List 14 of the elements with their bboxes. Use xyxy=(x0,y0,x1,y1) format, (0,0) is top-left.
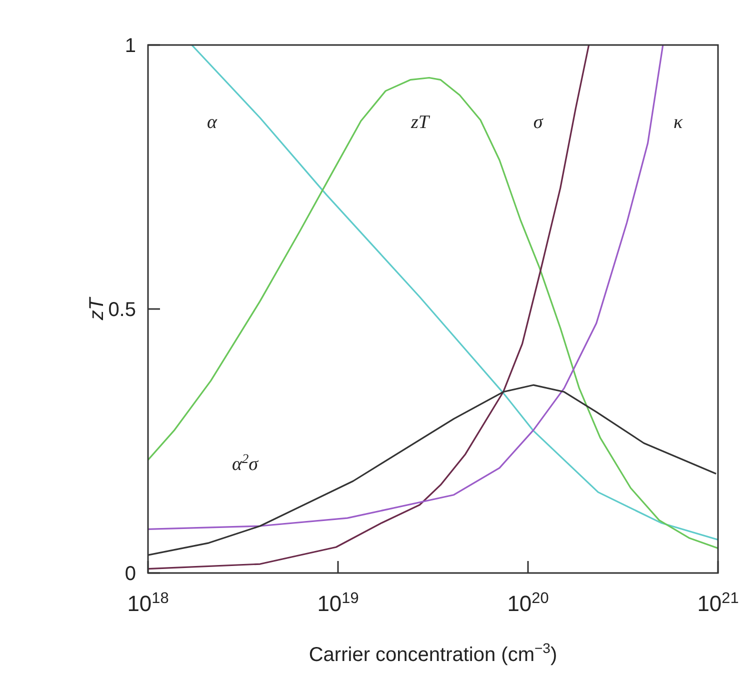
x-tick-label: 10$^{20}$ xyxy=(507,590,549,616)
series-label: κ xyxy=(673,112,684,133)
x-tick-label: 10$^{19}$ xyxy=(317,590,359,616)
x-tick-label: 10$^{18}$ xyxy=(127,590,169,616)
x-axis-title: Carrier concentration (cm$^{−3}$) xyxy=(308,640,558,666)
series-label: σ xyxy=(533,112,544,133)
y-axis-title: zT xyxy=(86,296,108,322)
series-label: zT xyxy=(410,112,430,133)
x-tick-label: 10$^{21}$ xyxy=(697,590,739,616)
series-label: α xyxy=(207,112,218,133)
y-tick-label: 0.5 xyxy=(108,299,136,321)
y-tick-label: 0 xyxy=(124,563,136,585)
y-tick-label: 1 xyxy=(124,35,136,57)
text: α$^{2}$σ xyxy=(232,450,259,475)
